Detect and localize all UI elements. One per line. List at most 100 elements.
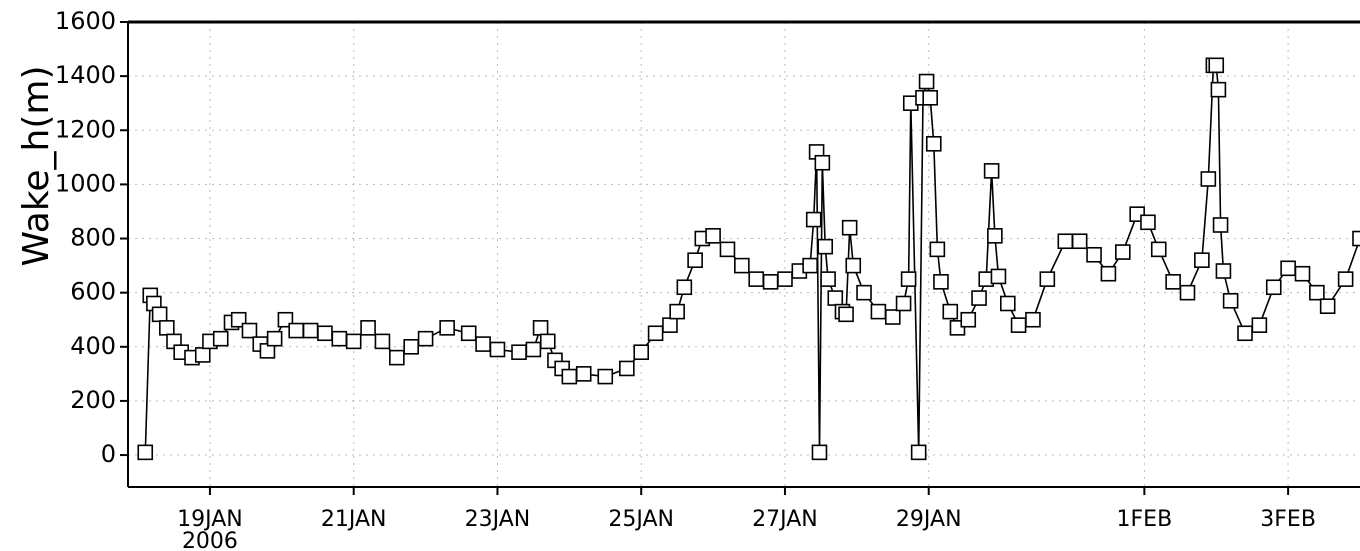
point-marker [929, 241, 946, 258]
point-marker [374, 333, 391, 350]
point-marker [942, 303, 959, 320]
point-marker [820, 271, 836, 287]
y-tick-label: 0 [101, 440, 116, 468]
point-marker [1237, 325, 1253, 342]
y-tick-label: 400 [70, 332, 116, 360]
point-marker [1352, 230, 1360, 247]
point-marker [719, 241, 736, 258]
point-marker [987, 228, 1003, 244]
point-marker [137, 444, 154, 461]
x-tick-label: 1FEB [1117, 507, 1173, 532]
point-marker [777, 271, 793, 287]
point-marker [1265, 279, 1282, 296]
point-marker [805, 211, 822, 228]
point-marker [511, 344, 527, 361]
point-marker [838, 306, 854, 323]
point-marker [647, 325, 664, 342]
point-marker [1251, 317, 1268, 333]
point-marker [597, 368, 614, 385]
y-axis-label: Wake_h(m) [16, 65, 57, 266]
point-marker [532, 320, 549, 336]
y-tick-label: 1000 [55, 169, 116, 197]
point-marker [884, 309, 901, 325]
point-marker [194, 347, 211, 363]
point-marker [748, 271, 765, 287]
point-marker [1294, 265, 1311, 282]
point-marker [900, 271, 917, 287]
x-tick-label: 3FEB [1260, 507, 1316, 532]
point-marker [302, 322, 319, 339]
point-marker [1140, 214, 1156, 231]
point-marker [1212, 217, 1229, 233]
point-marker [1115, 244, 1131, 260]
point-marker [159, 320, 175, 336]
x-tick-label: 27JAN [752, 507, 818, 532]
point-marker [817, 238, 834, 255]
point-marker [360, 320, 376, 336]
point-marker [841, 219, 858, 236]
point-marker [1086, 246, 1102, 263]
point-marker [389, 349, 405, 366]
point-marker [633, 344, 650, 361]
point-marker [317, 325, 333, 342]
point-marker [575, 366, 592, 382]
point-marker [561, 368, 578, 385]
x-tick-label: 19JAN [177, 507, 243, 532]
point-marker [151, 306, 168, 323]
point-marker [1210, 81, 1227, 98]
point-marker [1200, 171, 1217, 187]
point-marker [1309, 284, 1325, 301]
x-tick-label: 25JAN [608, 507, 674, 532]
point-marker [669, 303, 685, 320]
point-marker [811, 444, 828, 461]
point-marker [1280, 260, 1296, 277]
point-marker [705, 228, 721, 244]
point-marker [971, 290, 987, 306]
point-marker [1194, 252, 1210, 268]
point-marker [910, 444, 927, 461]
y-tick-label: 200 [70, 386, 116, 414]
point-marker [345, 333, 362, 350]
x-tick-label: 23JAN [465, 507, 531, 532]
point-marker [870, 303, 887, 320]
point-marker [925, 135, 942, 152]
point-marker [439, 320, 455, 336]
point-marker [288, 322, 304, 339]
point-marker [1100, 265, 1117, 282]
y-tick-label: 600 [70, 278, 116, 306]
point-marker [856, 284, 872, 301]
x-tick-label: 29JAN [896, 507, 962, 532]
point-marker [1039, 271, 1056, 287]
point-marker [460, 325, 477, 342]
point-marker [212, 330, 229, 347]
y-tick-label: 1400 [55, 61, 116, 89]
point-marker [990, 268, 1007, 285]
year-label: 2006 [182, 529, 238, 551]
point-marker [1071, 233, 1088, 250]
point-marker [999, 295, 1016, 312]
x-tick-label: 21JAN [321, 507, 387, 532]
point-marker [845, 257, 862, 274]
point-marker [814, 154, 831, 171]
point-marker [827, 290, 844, 306]
point-marker [1319, 298, 1336, 314]
point-marker [1025, 311, 1041, 328]
series-line [144, 64, 1360, 453]
point-marker [403, 338, 420, 355]
point-marker [960, 311, 977, 328]
point-marker [734, 257, 750, 274]
point-marker [802, 257, 818, 274]
point-marker [1057, 233, 1074, 250]
y-tick-label: 1200 [55, 115, 116, 143]
point-marker [489, 341, 506, 358]
point-marker [1150, 241, 1167, 258]
point-marker [1179, 284, 1196, 301]
point-marker [1010, 317, 1027, 333]
point-marker [1337, 271, 1354, 287]
point-marker [687, 252, 703, 268]
point-marker [539, 333, 556, 350]
point-marker [1208, 57, 1225, 74]
point-marker [417, 330, 434, 347]
point-marker [762, 274, 779, 290]
point-marker [676, 279, 693, 296]
